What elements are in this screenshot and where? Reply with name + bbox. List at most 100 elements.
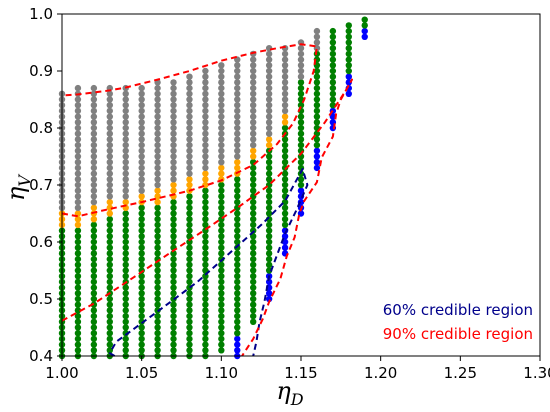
point-green	[297, 176, 305, 183]
point-gray	[202, 130, 209, 137]
point-green	[345, 22, 352, 29]
point-gray	[154, 170, 161, 177]
legend-90-credible-region: 90% credible region	[383, 325, 533, 343]
point-green	[74, 295, 82, 303]
point-green	[281, 136, 289, 143]
point-green	[186, 273, 193, 280]
point-green	[234, 216, 241, 223]
point-gray	[218, 130, 225, 137]
point-gray	[154, 84, 161, 92]
point-gray	[218, 62, 225, 69]
point-green	[234, 330, 241, 337]
point-gray	[234, 62, 241, 69]
point-gray	[138, 107, 145, 115]
point-green	[90, 273, 98, 280]
point-green	[74, 284, 82, 291]
point-green	[154, 267, 161, 274]
point-green	[90, 278, 98, 286]
point-green	[234, 187, 241, 194]
point-gray	[202, 102, 209, 109]
point-green	[250, 250, 257, 257]
point-green	[234, 255, 241, 263]
point-green	[202, 330, 209, 337]
point-green	[186, 307, 193, 314]
point-gray	[250, 107, 257, 115]
point-gray	[297, 67, 305, 75]
point-green	[186, 221, 193, 229]
x-tick-label: 1.10	[205, 364, 238, 382]
point-gray	[74, 187, 82, 194]
point-green	[74, 233, 82, 240]
point-gray	[106, 147, 114, 154]
x-axis-label-sub: D	[290, 390, 304, 409]
point-gray	[250, 90, 257, 98]
point-gray	[154, 107, 161, 115]
point-gray	[234, 79, 241, 86]
point-gray	[281, 84, 289, 92]
point-green	[345, 39, 352, 46]
point-green	[281, 210, 289, 217]
point-green	[170, 198, 177, 206]
point-gray	[74, 164, 82, 172]
point-gray	[74, 141, 82, 149]
point-green	[329, 56, 337, 63]
point-gray	[154, 124, 161, 132]
point-green	[74, 273, 82, 280]
point-orange	[281, 119, 289, 126]
point-gray	[138, 187, 145, 194]
point-green	[250, 255, 257, 263]
point-green	[122, 295, 129, 303]
point-green	[154, 250, 161, 257]
point-gray	[202, 153, 209, 160]
point-green	[90, 318, 98, 325]
point-green	[265, 193, 273, 200]
point-green	[122, 335, 129, 343]
point-green	[106, 295, 114, 303]
point-blue	[297, 210, 305, 217]
point-green	[154, 295, 161, 303]
point-green	[170, 261, 177, 268]
point-green	[202, 278, 209, 286]
point-green	[186, 193, 193, 200]
point-gray	[154, 113, 161, 120]
point-green	[122, 250, 129, 257]
point-green	[234, 261, 241, 268]
point-green	[250, 216, 257, 223]
point-green	[234, 198, 241, 206]
point-green	[154, 221, 161, 229]
point-green	[74, 347, 82, 354]
point-green	[250, 244, 257, 251]
point-green	[202, 347, 209, 354]
point-green	[250, 187, 257, 194]
point-gray	[138, 90, 145, 98]
point-gray	[234, 136, 241, 143]
point-green	[138, 216, 145, 223]
point-gray	[154, 176, 161, 183]
point-gray	[106, 153, 114, 160]
point-gray	[202, 67, 209, 75]
point-gray	[218, 102, 225, 109]
point-green	[202, 284, 209, 291]
point-green	[90, 255, 98, 263]
point-green	[90, 221, 98, 229]
point-gray	[202, 79, 209, 86]
point-gray	[154, 119, 161, 126]
point-green	[234, 210, 241, 217]
point-green	[250, 307, 257, 314]
point-green	[74, 324, 82, 331]
point-gray	[138, 136, 145, 143]
point-gray	[234, 147, 241, 154]
point-gray	[90, 96, 98, 103]
point-gray	[74, 159, 82, 166]
point-green	[313, 67, 321, 75]
point-gray	[202, 141, 209, 149]
point-green	[218, 273, 225, 280]
point-gray	[106, 119, 114, 126]
point-gray	[186, 147, 193, 154]
point-gray	[234, 153, 241, 160]
point-gray	[90, 176, 98, 183]
point-green	[138, 324, 145, 331]
point-gray	[265, 79, 273, 86]
point-gray	[218, 124, 225, 132]
point-green	[186, 255, 193, 263]
